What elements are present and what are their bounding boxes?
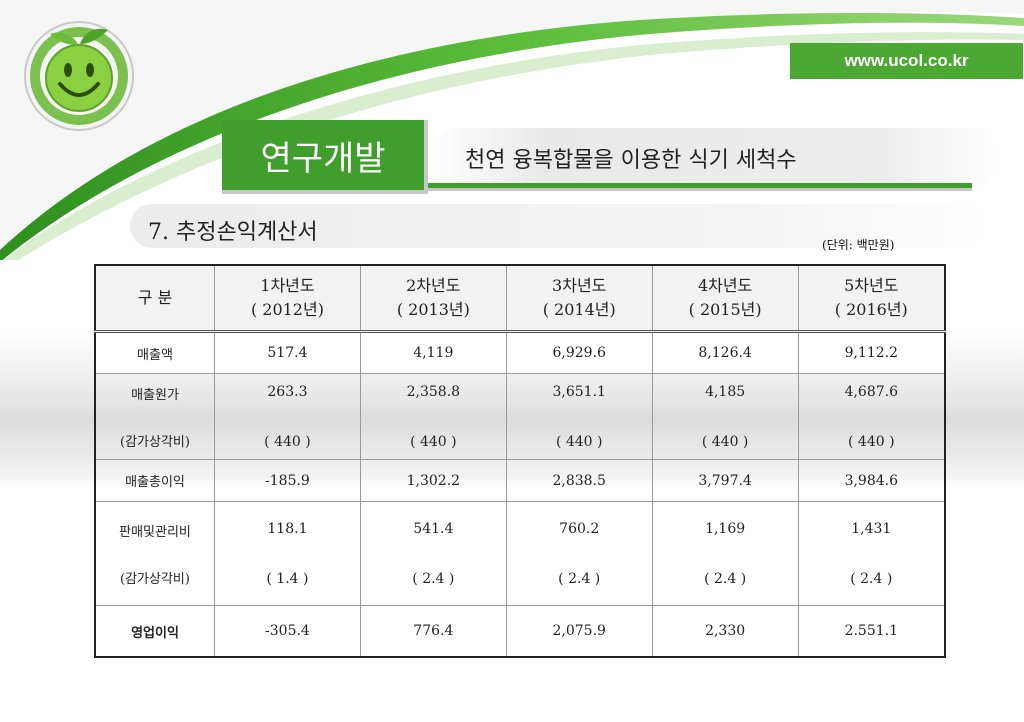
cell: 4,185( 440 ) (651, 373, 799, 460)
cell: -185.9 (214, 459, 361, 502)
cell: 1,431( 2.4 ) (797, 501, 946, 606)
cell: 263.3( 440 ) (214, 373, 361, 460)
smiley-apple-logo (24, 21, 134, 131)
subtitle-background (430, 128, 1000, 186)
row-label: 매출원가 (감가상각비) (94, 373, 215, 460)
cell: 3,797.4 (651, 459, 799, 502)
table-row-operating-profit: 영업이익 -305.4 776.4 2,075.9 2,330 2.551.1 (94, 605, 946, 658)
cell: 2,358.8( 440 ) (359, 373, 507, 460)
header-corner: 구 분 (94, 264, 215, 333)
section-badge: 연구개발 (222, 120, 428, 194)
green-swoosh-decoration (0, 0, 1024, 260)
cell: 1,302.2 (359, 459, 507, 502)
table-row-sga: 판매및관리비 (감가상각비) 118.1( 1.4 ) 541.4( 2.4 ) … (94, 501, 946, 606)
cell: 517.4 (214, 331, 361, 374)
cell: 2.551.1 (797, 605, 946, 658)
cell: 2,075.9 (505, 605, 653, 658)
cell: 1,169( 2.4 ) (651, 501, 799, 606)
cell: -305.4 (214, 605, 361, 658)
section-title-background (130, 204, 990, 248)
cell: 2,330 (651, 605, 799, 658)
cell: 4,687.6( 440 ) (797, 373, 946, 460)
table-row-sales: 매출액 517.4 4,119 6,929.6 8,126.4 9,112.2 (94, 331, 946, 374)
header-year-4: 4차년도( 2015년) (651, 264, 799, 333)
cell: 541.4( 2.4 ) (359, 501, 507, 606)
cell: 8,126.4 (651, 331, 799, 374)
header-year-2: 2차년도( 2013년) (359, 264, 507, 333)
cell: 3,984.6 (797, 459, 946, 502)
unit-note: (단위: 백만원) (822, 238, 895, 252)
page-subtitle: 천연 융복합물을 이용한 식기 세척수 (465, 148, 797, 173)
header-year-5: 5차년도( 2016년) (797, 264, 946, 333)
cell: 760.2( 2.4 ) (505, 501, 653, 606)
row-label: 매출액 (94, 331, 215, 374)
cell: 3,651.1( 440 ) (505, 373, 653, 460)
row-label: 영업이익 (94, 605, 215, 658)
cell: 2,838.5 (505, 459, 653, 502)
table-header-row: 구 분 1차년도( 2012년) 2차년도( 2013년) 3차년도( 2014… (94, 264, 946, 333)
row-label: 판매및관리비 (감가상각비) (94, 501, 215, 606)
table-row-gross-profit: 매출총이익 -185.9 1,302.2 2,838.5 3,797.4 3,9… (94, 459, 946, 502)
cell: 4,119 (359, 331, 507, 374)
cell: 118.1( 1.4 ) (214, 501, 361, 606)
website-url-box[interactable]: www.ucol.co.kr (790, 43, 1023, 79)
header-underline (222, 183, 972, 191)
header-year-1: 1차년도( 2012년) (214, 264, 361, 333)
cell: 9,112.2 (797, 331, 946, 374)
section-title: 7. 추정손익계산서 (148, 220, 318, 245)
table-row-cogs: 매출원가 (감가상각비) 263.3( 440 ) 2,358.8( 440 ) … (94, 373, 946, 460)
header-year-3: 3차년도( 2014년) (505, 264, 653, 333)
website-url[interactable]: www.ucol.co.kr (844, 51, 969, 70)
cell: 776.4 (359, 605, 507, 658)
cell: 6,929.6 (505, 331, 653, 374)
section-badge-label: 연구개발 (260, 138, 386, 179)
income-statement-table: 구 분 1차년도( 2012년) 2차년도( 2013년) 3차년도( 2014… (94, 264, 946, 658)
row-label: 매출총이익 (94, 459, 215, 502)
